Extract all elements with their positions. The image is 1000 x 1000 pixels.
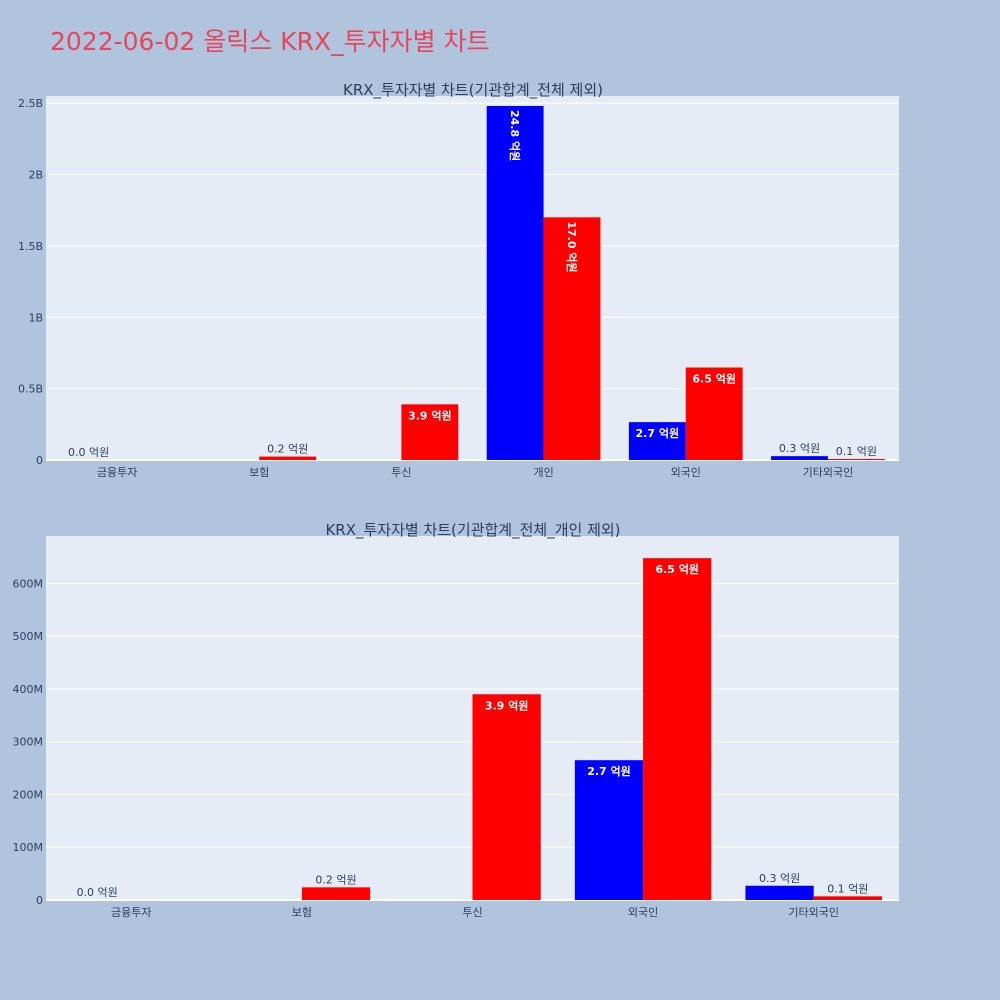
bar (259, 456, 317, 460)
data-label: 0.2 억원 (315, 873, 356, 886)
x-tick-label: 보험 (292, 906, 312, 919)
chart-title: KRX_투자자별 차트(기관합계_전체_개인 제외) (325, 521, 620, 540)
y-tick-label: 400M (13, 683, 44, 696)
y-tick-label: 2.5B (18, 97, 43, 110)
page-title: 2022-06-02 올릭스 KRX_투자자별 차트 (50, 27, 490, 56)
bar (574, 760, 644, 900)
data-label: 0.1 억원 (827, 882, 868, 895)
y-tick-label: 1B (28, 311, 43, 324)
bar (486, 105, 544, 460)
data-label: 0.3 억원 (779, 442, 820, 455)
bar (745, 885, 814, 900)
y-tick-label: 0 (36, 894, 43, 907)
x-tick-label: 투신 (462, 906, 482, 919)
bar (827, 459, 885, 460)
y-tick-label: 0 (36, 454, 43, 467)
chart-title: KRX_투자자별 차트(기관합계_전체 제외) (343, 81, 603, 100)
y-tick-label: 200M (13, 788, 44, 801)
chart-institutions-excluded: 0 0.5B 1B 1.5B 2B 2.5B 금융투자 보험 투신 개인 외국인 기타외국인 0.0 억… (18, 81, 899, 479)
data-label: 24.8 억원 (508, 110, 522, 161)
x-tick-label: 기타외국인 (788, 906, 839, 919)
data-label: 2.7 억원 (636, 426, 680, 440)
data-label: 0.3 억원 (759, 872, 800, 885)
x-tick-label: 보험 (249, 466, 269, 479)
data-label: 17.0 억원 (565, 221, 579, 272)
y-tick-label: 500M (13, 630, 44, 643)
bar (685, 367, 743, 460)
y-tick-label: 300M (13, 736, 44, 749)
data-label: 0.1 억원 (836, 445, 877, 458)
data-label: 6.5 억원 (692, 372, 736, 386)
bar (401, 404, 459, 460)
y-tick-label: 0.5B (18, 383, 43, 396)
bar (643, 558, 712, 900)
data-label: 6.5 억원 (655, 562, 699, 576)
data-label: 0.2 억원 (267, 443, 308, 456)
y-tick-label: 1.5B (18, 240, 43, 253)
x-tick-label: 금융투자 (111, 906, 151, 919)
x-tick-label: 개인 (533, 466, 553, 479)
bar (628, 422, 686, 460)
chart-institutions-individual-excluded: 0 100M 200M 300M 400M 500M 600M 금융투자 보험 투신 외국인 기타외국… (13, 521, 899, 919)
data-label: 3.9 억원 (485, 698, 529, 712)
bar (543, 217, 601, 460)
x-tick-label: 투신 (391, 466, 411, 479)
bar (813, 896, 882, 900)
y-tick-label: 2B (28, 169, 43, 182)
y-tick-label: 100M (13, 841, 44, 854)
data-label: 2.7 억원 (587, 764, 631, 778)
x-tick-label: 외국인 (671, 466, 701, 479)
data-label: 0.0 억원 (77, 886, 118, 899)
bar (472, 694, 541, 900)
data-label: 3.9 억원 (408, 408, 452, 422)
bar (771, 456, 828, 460)
x-tick-label: 금융투자 (97, 466, 137, 479)
y-tick-label: 600M (13, 577, 44, 590)
x-tick-label: 기타외국인 (803, 466, 854, 479)
bar (301, 887, 371, 900)
plot-area (46, 96, 899, 460)
data-label: 0.0 억원 (68, 446, 109, 459)
x-tick-label: 외국인 (628, 906, 658, 919)
